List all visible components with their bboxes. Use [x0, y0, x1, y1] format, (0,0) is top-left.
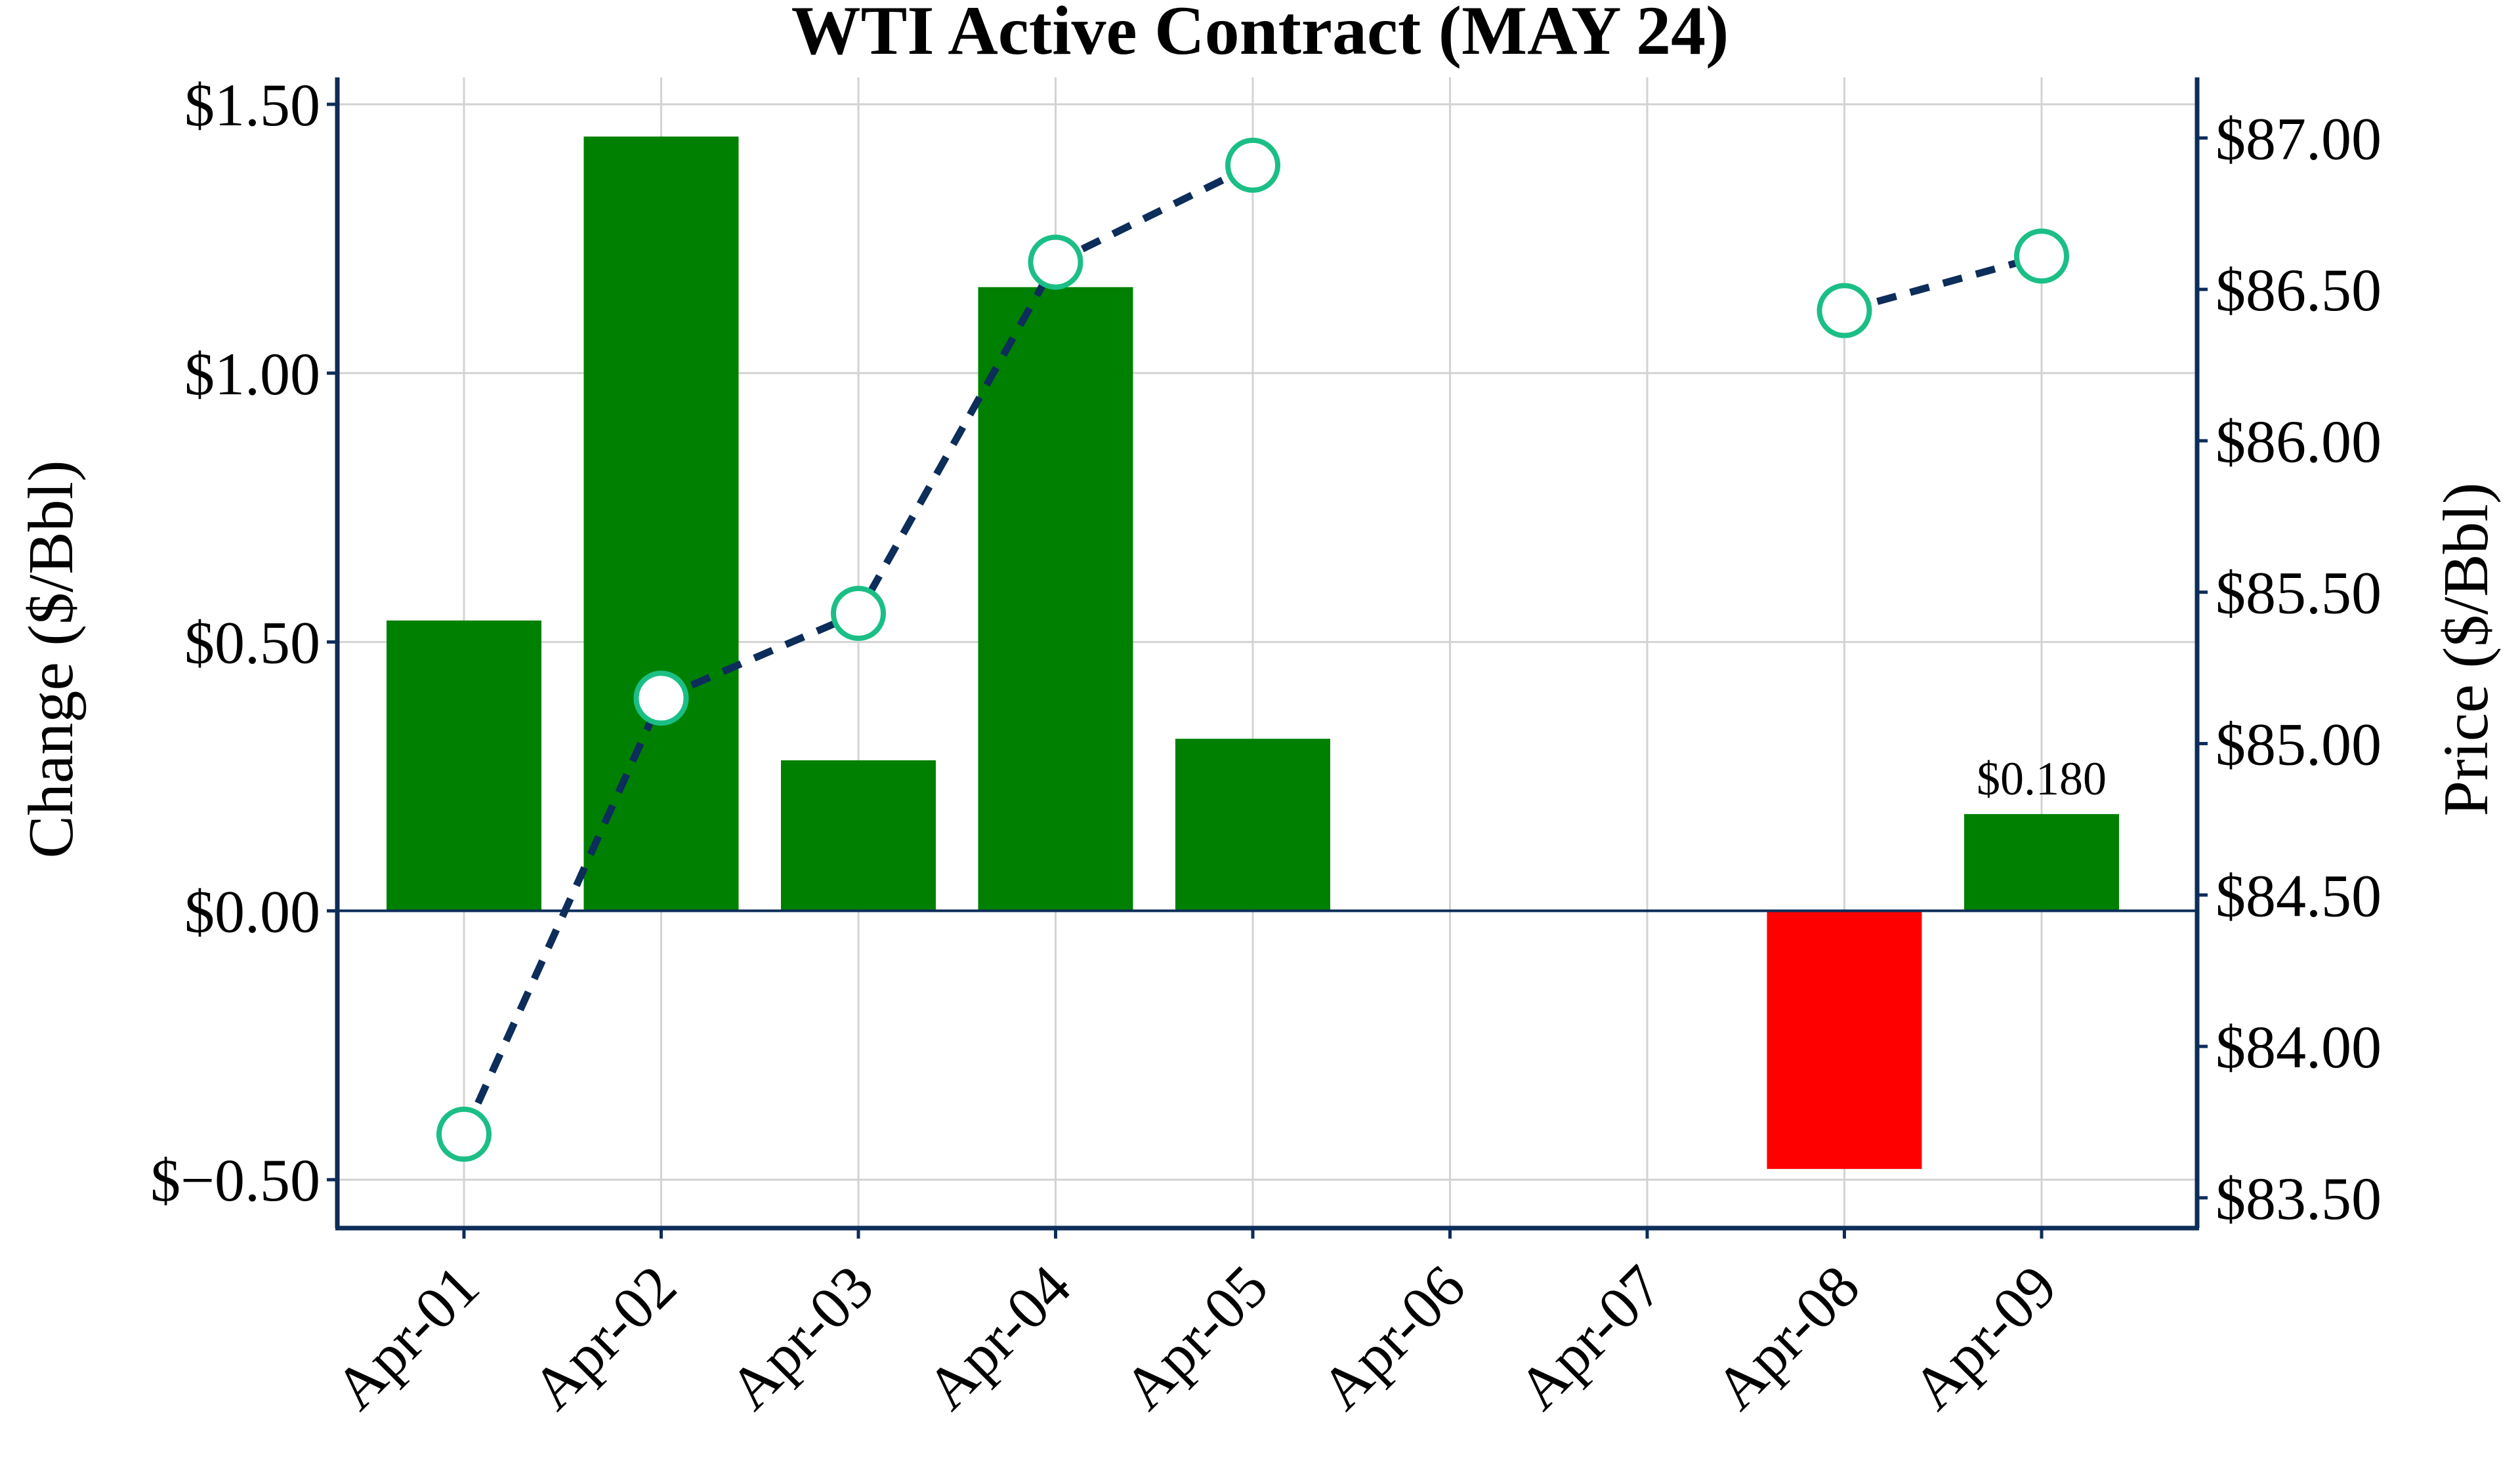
left-tick-label: $0.00 [184, 878, 320, 945]
right-axis-label: Price ($/Bbl) [2431, 483, 2502, 817]
left-tick-label: $0.50 [184, 609, 320, 676]
price-marker-apr-02 [633, 670, 689, 726]
annotation-layer: $0.180 [1977, 752, 2107, 805]
bar-apr-04 [978, 287, 1133, 911]
left-tick-label: $−0.50 [150, 1147, 320, 1214]
price-marker-apr-08 [1816, 283, 1872, 339]
price-marker-apr-01 [436, 1106, 492, 1162]
right-tick-label: $86.00 [2216, 408, 2382, 475]
price-line-layer [436, 137, 2069, 1162]
bar-apr-02 [583, 136, 739, 911]
bar-apr-09 [1964, 813, 2119, 911]
bar-layer [387, 136, 2119, 1169]
price-marker-apr-04 [1028, 234, 1083, 290]
right-tick-label: $85.50 [2216, 560, 2382, 627]
price-marker-apr-09 [2014, 228, 2069, 284]
left-tick-label: $1.50 [184, 72, 320, 138]
price-marker-apr-03 [831, 585, 886, 641]
right-tick-label: $83.50 [2216, 1165, 2382, 1232]
bar-apr-05 [1175, 739, 1330, 911]
right-tick-label: $87.00 [2216, 105, 2382, 172]
bar-apr-01 [387, 620, 541, 911]
bar-apr-03 [781, 760, 936, 911]
price-marker-apr-05 [1225, 137, 1280, 193]
bar-value-label: $0.180 [1977, 752, 2107, 805]
right-tick-label: $84.00 [2216, 1014, 2382, 1080]
axis-layer [335, 77, 2200, 1231]
right-tick-label: $86.50 [2216, 257, 2382, 323]
left-tick-label: $1.00 [184, 340, 320, 407]
chart-title: WTI Active Contract (MAY 24) [791, 0, 1729, 69]
right-tick-label: $84.50 [2216, 862, 2382, 929]
left-axis-label: Change ($/Bbl) [16, 461, 87, 859]
right-tick-label: $85.00 [2216, 710, 2382, 777]
bar-apr-08 [1767, 911, 1922, 1169]
